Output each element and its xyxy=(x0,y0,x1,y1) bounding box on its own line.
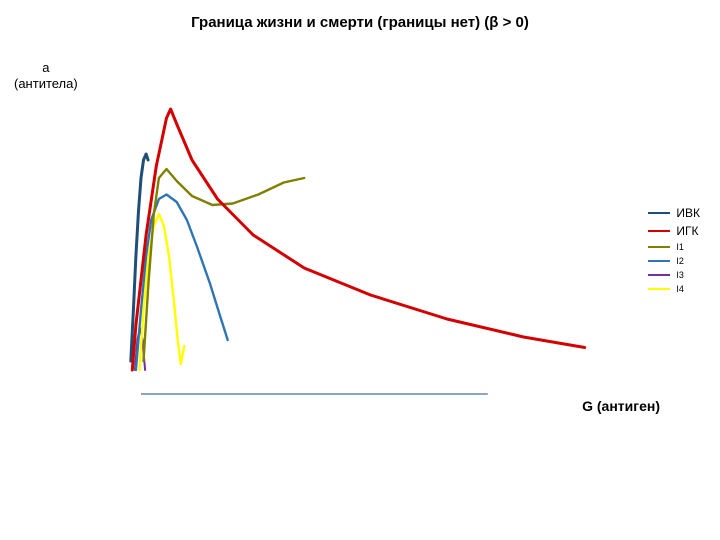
legend-item-I4: I4 xyxy=(648,282,700,296)
legend-label: I3 xyxy=(676,270,684,280)
legend-item-I2: I2 xyxy=(648,254,700,268)
legend-swatch xyxy=(648,274,670,276)
legend-swatch xyxy=(648,212,670,215)
plot-area xyxy=(90,100,600,400)
y-axis-label-line2: (антитела) xyxy=(14,76,78,92)
legend-item-IGK: ИГК xyxy=(648,222,700,240)
legend-label: I4 xyxy=(676,284,684,294)
series-I1 xyxy=(144,169,305,361)
chart-root: Граница жизни и смерти (границы нет) (β … xyxy=(0,0,720,540)
legend-swatch xyxy=(648,260,670,262)
legend-label: I2 xyxy=(676,256,684,266)
y-axis-label: a (антитела) xyxy=(14,60,78,91)
legend-item-I1: I1 xyxy=(648,240,700,254)
legend-label: ИГК xyxy=(676,224,698,238)
legend-swatch xyxy=(648,246,670,248)
legend-label: ИВК xyxy=(676,206,700,220)
legend-swatch xyxy=(648,288,670,290)
legend-swatch xyxy=(648,230,670,233)
legend-item-I3: I3 xyxy=(648,268,700,282)
legend: ИВК ИГК I1 I2 I3 I4 xyxy=(642,200,706,300)
legend-item-IVK: ИВК xyxy=(648,204,700,222)
chart-title: Граница жизни и смерти (границы нет) (β … xyxy=(0,14,720,31)
legend-label: I1 xyxy=(676,242,684,252)
y-axis-label-line1: a xyxy=(14,60,78,76)
x-axis-label: G (антиген) xyxy=(582,398,660,414)
series-IGK xyxy=(132,109,584,370)
